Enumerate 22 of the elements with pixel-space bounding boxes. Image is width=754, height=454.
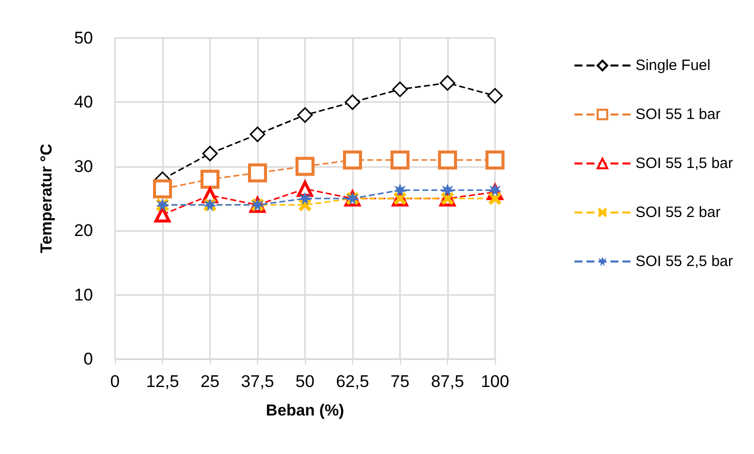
- y-tick-label: 20: [74, 221, 93, 240]
- y-tick-label: 50: [74, 28, 93, 48]
- x-tick-label: 100: [480, 372, 510, 391]
- legend-label: SOI 55 1 bar: [635, 106, 721, 123]
- x-tick-label: 87,5: [430, 372, 464, 391]
- x-axis-title: Beban (%): [266, 402, 344, 420]
- x-tick-label: 12,5: [146, 372, 180, 391]
- y-tick-label: 10: [74, 285, 93, 304]
- legend-label: SOI 55 2 bar: [635, 204, 721, 221]
- x-tick-label: 0: [110, 372, 120, 391]
- legend-label: Single Fuel: [635, 57, 710, 74]
- x-tick-label: 37,5: [240, 372, 274, 391]
- y-tick-label: 30: [74, 156, 93, 176]
- x-tick-label: 62,5: [336, 372, 370, 391]
- x-tick-label: 75: [390, 372, 410, 391]
- y-axis-title: Temperatur °C: [38, 143, 56, 254]
- x-tick-label: 50: [296, 372, 314, 391]
- x-tick-label: 25: [200, 372, 220, 391]
- legend-label: SOI 55 2,5 bar: [635, 253, 734, 270]
- legend-label: SOI 55 1,5 bar: [635, 155, 734, 172]
- y-tick-label: 0: [84, 350, 93, 368]
- y-tick-label: 40: [74, 92, 93, 112]
